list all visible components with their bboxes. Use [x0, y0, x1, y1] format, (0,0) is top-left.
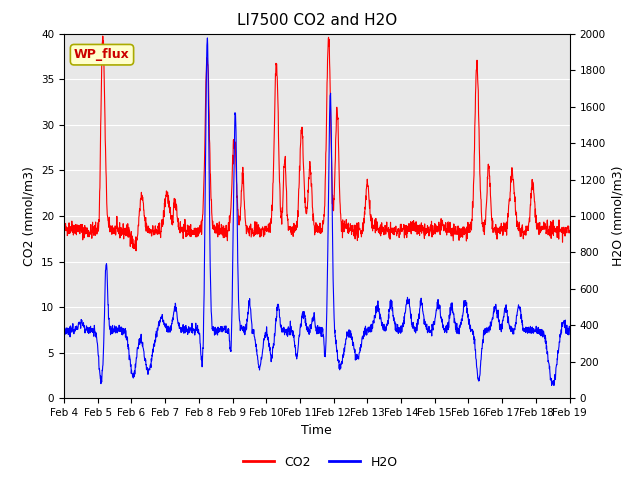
Text: WP_flux: WP_flux	[74, 48, 130, 61]
Y-axis label: H2O (mmol/m3): H2O (mmol/m3)	[611, 166, 624, 266]
Title: LI7500 CO2 and H2O: LI7500 CO2 and H2O	[237, 13, 397, 28]
X-axis label: Time: Time	[301, 424, 332, 437]
Y-axis label: CO2 (mmol/m3): CO2 (mmol/m3)	[22, 166, 35, 266]
Legend: CO2, H2O: CO2, H2O	[237, 451, 403, 474]
